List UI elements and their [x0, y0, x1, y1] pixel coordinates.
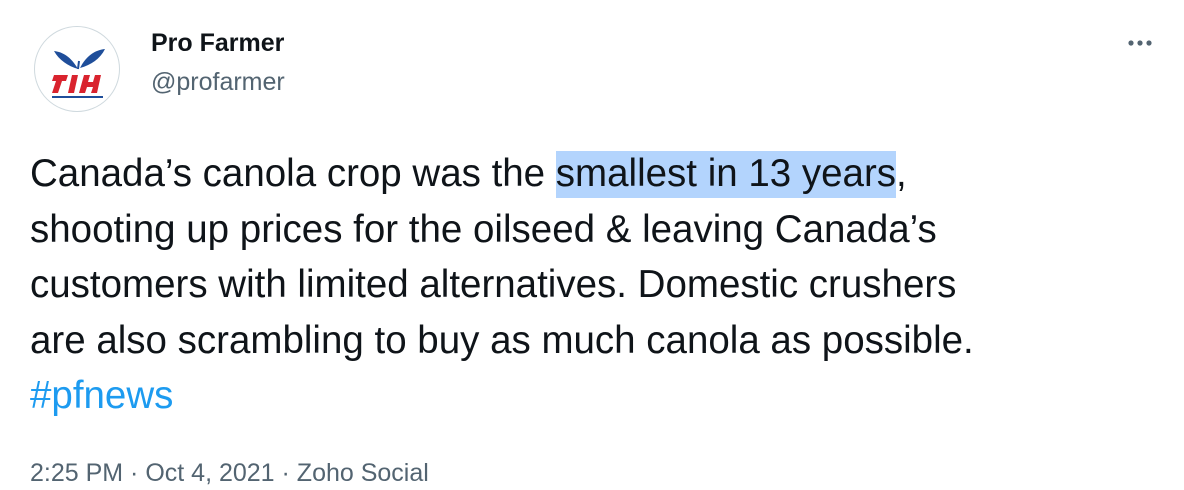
tweet-line: #pfnews: [30, 368, 1170, 424]
tweet-line: customers with limited alternatives. Dom…: [30, 263, 957, 306]
hashtag-link[interactable]: #pfnews: [30, 374, 174, 417]
more-options-icon: [1128, 40, 1152, 46]
tweet-line: are also scrambling to buy as much canol…: [30, 318, 974, 362]
tweet-source-link[interactable]: Zoho Social: [296, 459, 429, 487]
author-handle[interactable]: @profarmer: [151, 68, 285, 96]
more-options-button[interactable]: [1118, 26, 1162, 62]
author-display-name[interactable]: Pro Farmer: [151, 29, 285, 57]
selected-text: smallest in 13 years: [555, 151, 897, 198]
tweet-time: 2:25 PM: [30, 459, 124, 487]
tweet-meta: 2:25 PM · Oct 4, 2021 · Zoho Social: [30, 456, 429, 490]
tweet-text-segment: ,: [896, 152, 907, 195]
tweet-timestamp[interactable]: 2:25 PM · Oct 4, 2021: [30, 459, 275, 487]
avatar[interactable]: [34, 26, 120, 112]
tweet-text-segment: Canada’s canola crop was the: [30, 152, 556, 195]
pro-farmer-logo-icon: [52, 49, 105, 98]
meta-separator: ·: [123, 459, 146, 487]
tweet-date: Oct 4, 2021: [145, 459, 275, 487]
tweet-text: Canada’s canola crop was the smallest in…: [30, 146, 1170, 424]
meta-separator: ·: [274, 459, 297, 487]
tweet-line: Canada’s canola crop was the smallest in…: [30, 146, 1170, 202]
tweet-line: shooting up prices for the oilseed & lea…: [30, 207, 937, 251]
